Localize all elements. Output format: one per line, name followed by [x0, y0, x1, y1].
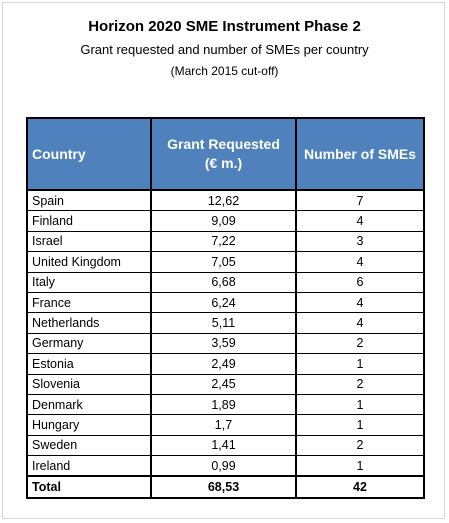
smes-cell: 2 [295, 332, 425, 355]
grant-cell: 1,41 [150, 434, 297, 457]
country-cell: Israel [26, 230, 152, 253]
table-row: Germany 3,59 2 [26, 332, 425, 355]
country-cell: United Kingdom [26, 251, 152, 273]
country-cell: Netherlands [26, 312, 152, 334]
smes-cell: 4 [295, 210, 425, 232]
table-row: Slovenia 2,45 2 [26, 373, 425, 395]
header-country: Country [26, 117, 152, 191]
grant-cell: 3,59 [150, 332, 297, 355]
grant-cell: 2,45 [150, 373, 297, 395]
document-frame [2, 2, 445, 519]
table-row: Finland 9,09 4 [26, 210, 425, 232]
table-row: Netherlands 5,11 4 [26, 312, 425, 334]
smes-cell: 3 [295, 230, 425, 253]
header-grant-line2: (€ m.) [204, 155, 243, 171]
cutoff-note: (March 2015 cut-off) [170, 64, 279, 78]
header-grant-requested: Grant Requested (€ m.) [150, 117, 297, 191]
grant-cell: 2,49 [150, 353, 297, 375]
country-cell: Spain [26, 189, 152, 212]
country-cell: Italy [26, 271, 152, 293]
table-row: France 6,24 4 [26, 291, 425, 314]
table-row: Ireland 0,99 1 [26, 455, 425, 477]
smes-cell: 6 [295, 271, 425, 293]
grant-cell: 6,68 [150, 271, 297, 293]
header-number-of-smes: Number of SMEs [295, 117, 425, 191]
total-smes: 42 [295, 475, 425, 499]
total-row: Total 68,53 42 [26, 475, 425, 499]
country-cell: Finland [26, 210, 152, 232]
table-header-row: Country Grant Requested (€ m.) Number of… [26, 117, 425, 191]
smes-cell: 1 [295, 414, 425, 436]
grant-cell: 1,89 [150, 393, 297, 416]
grant-cell: 12,62 [150, 189, 297, 212]
country-cell: Estonia [26, 353, 152, 375]
table-row: United Kingdom 7,05 4 [26, 251, 425, 273]
smes-cell: 4 [295, 251, 425, 273]
header-grant-line1: Grant Requested [167, 136, 280, 152]
smes-cell: 2 [295, 434, 425, 457]
table-row: Denmark 1,89 1 [26, 393, 425, 416]
table-row: Estonia 2,49 1 [26, 353, 425, 375]
country-cell: Ireland [26, 455, 152, 477]
smes-cell: 7 [295, 189, 425, 212]
country-cell: France [26, 291, 152, 314]
table-row: Italy 6,68 6 [26, 271, 425, 293]
grant-cell: 0,99 [150, 455, 297, 477]
total-label: Total [26, 475, 152, 499]
country-cell: Germany [26, 332, 152, 355]
smes-cell: 1 [295, 455, 425, 477]
page-title: Horizon 2020 SME Instrument Phase 2 [88, 18, 361, 35]
grant-cell: 7,22 [150, 230, 297, 253]
table-row: Spain 12,62 7 [26, 189, 425, 212]
page-subtitle: Grant requested and number of SMEs per c… [80, 42, 369, 57]
country-cell: Denmark [26, 393, 152, 416]
table-row: Sweden 1,41 2 [26, 434, 425, 457]
country-cell: Sweden [26, 434, 152, 457]
smes-cell: 2 [295, 373, 425, 395]
grant-cell: 1,7 [150, 414, 297, 436]
smes-cell: 1 [295, 393, 425, 416]
country-cell: Slovenia [26, 373, 152, 395]
country-cell: Hungary [26, 414, 152, 436]
grant-cell: 6,24 [150, 291, 297, 314]
table-row: Israel 7,22 3 [26, 230, 425, 253]
grant-cell: 9,09 [150, 210, 297, 232]
sme-grant-table: Country Grant Requested (€ m.) Number of… [26, 117, 425, 499]
smes-cell: 1 [295, 353, 425, 375]
grant-cell: 7,05 [150, 251, 297, 273]
table-row: Hungary 1,7 1 [26, 414, 425, 436]
smes-cell: 4 [295, 291, 425, 314]
smes-cell: 4 [295, 312, 425, 334]
total-grant: 68,53 [150, 475, 297, 499]
grant-cell: 5,11 [150, 312, 297, 334]
